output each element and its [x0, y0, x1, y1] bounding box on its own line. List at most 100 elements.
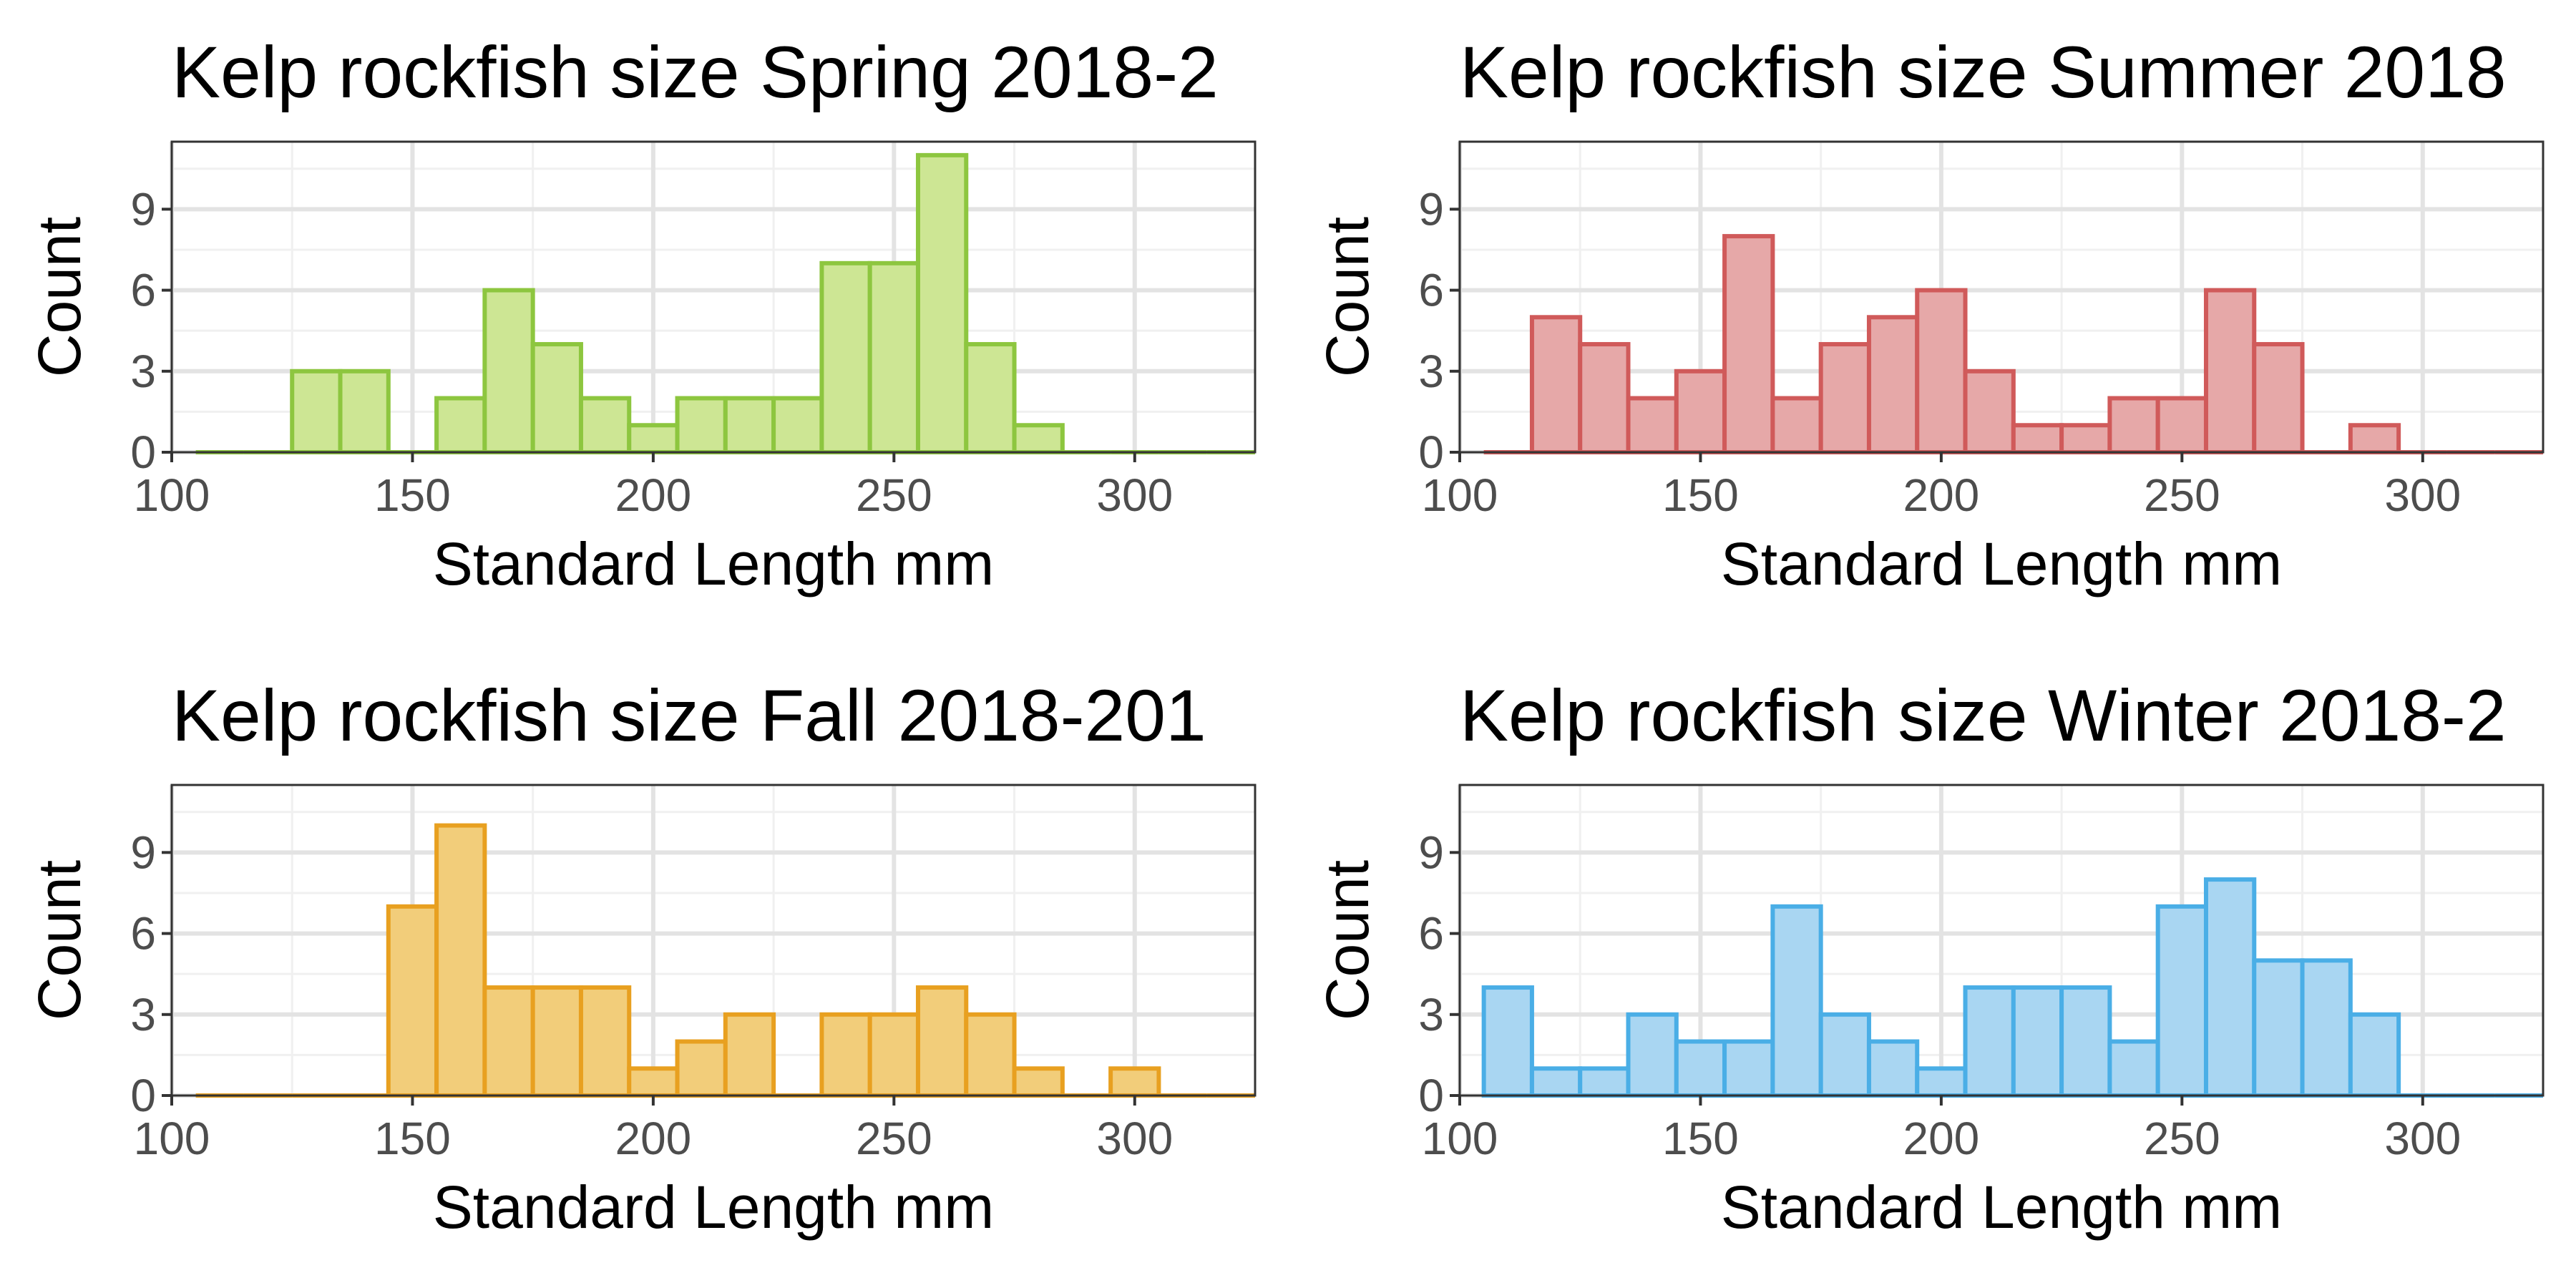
histogram-bar	[771, 396, 824, 454]
x-tick-label: 150	[374, 469, 451, 521]
histogram-bar	[1770, 396, 1823, 454]
histogram-bar	[915, 152, 969, 454]
y-tick-label: 3	[1418, 989, 1444, 1040]
histogram-bar	[867, 260, 920, 454]
histogram-bar	[1481, 985, 1534, 1098]
x-tick-label: 200	[615, 469, 691, 521]
histogram-bar	[1626, 1012, 1679, 1098]
histogram-bar	[1108, 1066, 1161, 1098]
histogram-bar	[675, 396, 728, 454]
chart-title: Kelp rockfish size Fall 2018-201	[172, 675, 1206, 756]
x-tick-label: 250	[2144, 469, 2220, 521]
x-axis-title: Standard Length mm	[433, 530, 994, 597]
chart-title: Kelp rockfish size Winter 2018-2	[1460, 675, 2507, 756]
histogram-bar	[482, 288, 535, 454]
histogram-bar	[2059, 985, 2112, 1098]
x-axis-title: Standard Length mm	[1721, 530, 2282, 597]
y-tick-label: 6	[1418, 908, 1444, 960]
y-tick-label: 9	[130, 183, 156, 235]
histogram-bar	[675, 1039, 728, 1098]
panel-winter: Kelp rockfish size Winter 2018-2 0 3 6 9 100 1…	[1314, 675, 2545, 1241]
histogram-bar	[530, 342, 583, 455]
y-tick-label: 0	[1418, 426, 1444, 478]
x-tick-label: 200	[1903, 1113, 1979, 1164]
histogram-bar	[1818, 1012, 1871, 1098]
histogram-bar	[386, 904, 439, 1098]
histogram-bar	[434, 396, 487, 454]
y-axis-title: Count	[1314, 860, 1381, 1020]
chart-title: Kelp rockfish size Summer 2018	[1460, 31, 2507, 113]
histogram-bar	[1915, 1066, 1968, 1098]
histogram-bar	[1866, 1039, 1920, 1098]
x-tick-label: 150	[1662, 1113, 1739, 1164]
histogram-bar	[964, 1012, 1017, 1098]
panel-spring: Kelp rockfish size Spring 2018-2 0 3 6 9 100 1…	[26, 31, 1257, 597]
x-tick-label: 200	[1903, 469, 1979, 521]
histogram-bar	[1674, 1039, 1727, 1098]
histogram-bar	[482, 985, 535, 1098]
x-tick-label: 300	[1096, 1113, 1173, 1164]
histogram-bar	[627, 423, 680, 454]
chart-title: Kelp rockfish size Spring 2018-2	[172, 31, 1219, 113]
histogram-bar	[964, 342, 1017, 455]
plot-border	[1458, 140, 2545, 454]
x-tick-label: 150	[374, 1113, 451, 1164]
histogram-bar	[1674, 369, 1727, 454]
histogram-bar	[2252, 958, 2305, 1098]
histogram-bar	[290, 369, 343, 454]
x-tick-label: 100	[1422, 1113, 1498, 1164]
y-tick-label: 3	[130, 346, 156, 397]
histogram-bar	[1818, 342, 1871, 455]
histogram-bar	[1578, 342, 1631, 455]
y-axis-title: Count	[26, 217, 93, 377]
histogram-bar	[2107, 396, 2160, 454]
x-tick-label: 300	[1096, 469, 1173, 521]
histogram-bar	[2300, 958, 2353, 1098]
x-axis-title: Standard Length mm	[1721, 1174, 2282, 1241]
y-tick-label: 0	[130, 426, 156, 478]
plot-border	[170, 140, 1257, 454]
panel-fall: Kelp rockfish size Fall 2018-201 0 3 6 9 100 1…	[26, 675, 1257, 1241]
histogram-bar	[2155, 396, 2208, 454]
histogram-bar	[1866, 315, 1920, 454]
y-axis-title: Count	[26, 860, 93, 1020]
x-axis-title: Standard Length mm	[433, 1174, 994, 1241]
histogram-bar	[1012, 1066, 1065, 1098]
histogram-bar	[915, 985, 969, 1098]
histogram-bar	[434, 823, 487, 1098]
histogram-bar	[1012, 423, 1065, 454]
histogram-bar	[578, 396, 632, 454]
y-tick-label: 0	[1418, 1070, 1444, 1121]
x-tick-label: 300	[2384, 1113, 2461, 1164]
histogram-bar	[530, 985, 583, 1098]
x-tick-label: 250	[856, 1113, 932, 1164]
histogram-bar	[2203, 288, 2257, 454]
x-tick-label: 100	[134, 1113, 210, 1164]
plot-border	[1458, 784, 2545, 1097]
y-tick-label: 6	[130, 265, 156, 316]
histogram-bar	[2059, 423, 2112, 454]
y-tick-label: 0	[130, 1070, 156, 1121]
histogram-bar	[867, 1012, 920, 1098]
y-tick-label: 9	[1418, 826, 1444, 878]
histogram-bar	[2107, 1039, 2160, 1098]
y-axis-title: Count	[1314, 217, 1381, 377]
histogram-bar	[1963, 369, 2016, 454]
y-tick-label: 6	[130, 908, 156, 960]
x-tick-label: 150	[1662, 469, 1739, 521]
histogram-bar	[819, 260, 872, 454]
histogram-bar	[1915, 288, 1968, 454]
histogram-bar	[723, 1012, 776, 1098]
y-tick-label: 6	[1418, 265, 1444, 316]
histogram-bar	[2203, 877, 2257, 1098]
histogram-bar	[2155, 904, 2208, 1098]
histogram-bar	[627, 1066, 680, 1098]
x-tick-label: 250	[2144, 1113, 2220, 1164]
histogram-bar	[578, 985, 632, 1098]
histogram-bar	[1626, 396, 1679, 454]
histogram-bar	[1770, 904, 1823, 1098]
y-tick-label: 9	[1418, 183, 1444, 235]
plot-border	[170, 784, 1257, 1097]
histogram-bar	[2252, 342, 2305, 455]
